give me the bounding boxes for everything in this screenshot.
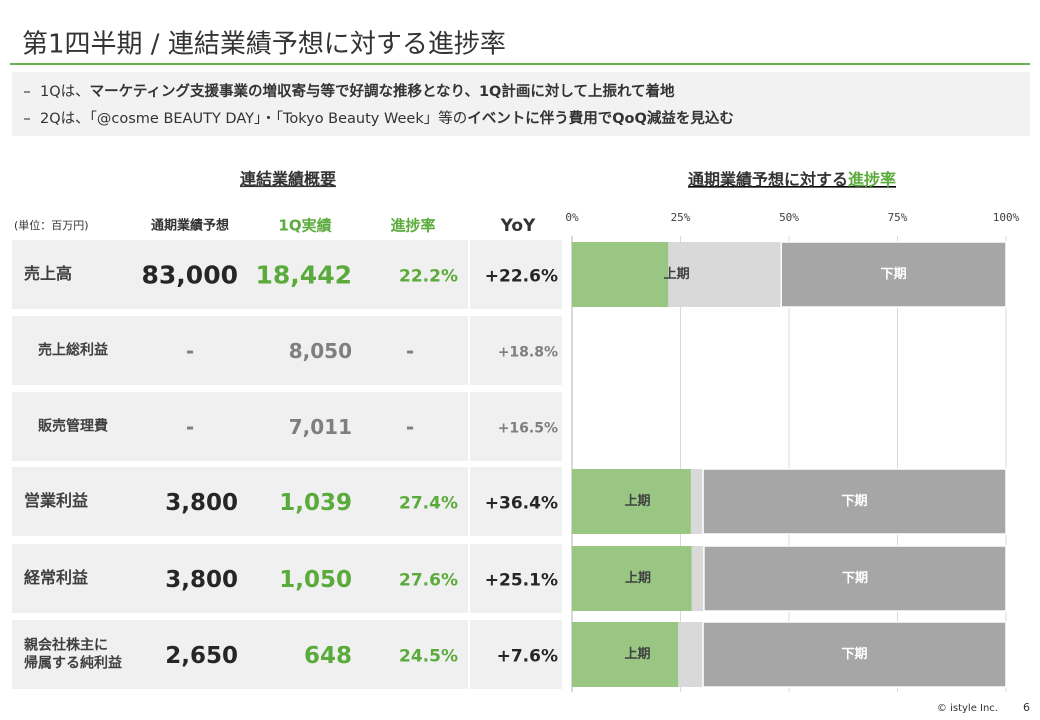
segment-label: 上期 bbox=[625, 647, 651, 662]
chart-title-part: 進捗率 bbox=[848, 170, 896, 189]
row-background bbox=[12, 544, 562, 613]
cell-value: 18,442 bbox=[256, 261, 352, 290]
bar-segment bbox=[572, 469, 691, 534]
row-label: 販売管理費 bbox=[38, 418, 108, 435]
chart-title: 通期業績予想に対する進捗率 bbox=[688, 170, 896, 189]
cell-value: - bbox=[186, 339, 194, 363]
segment-label: 上期 bbox=[625, 494, 651, 509]
cell-value: 22.2% bbox=[399, 267, 458, 287]
x-tick-label: 0% bbox=[565, 211, 579, 224]
row-label: 売上総利益 bbox=[38, 342, 108, 359]
cell-value: 3,800 bbox=[165, 567, 238, 593]
bar-segment bbox=[702, 621, 1007, 688]
cell-value: +25.1% bbox=[485, 571, 558, 591]
x-tick-label: 25% bbox=[671, 211, 691, 224]
cell-value: +7.6% bbox=[497, 647, 558, 667]
bar-segment bbox=[572, 622, 679, 687]
bullet-part: イベントに伴う費用でQoQ減益を見込む bbox=[467, 109, 734, 127]
bullet-part: マーケティング支援事業の増収寄与等で好調な推移となり、1Q計画に対して上振れて着… bbox=[90, 82, 675, 100]
x-tick-label: 50% bbox=[779, 211, 799, 224]
cell-value: 27.4% bbox=[399, 494, 458, 514]
copyright: © istyle Inc. bbox=[937, 703, 998, 714]
page-number: 6 bbox=[1023, 701, 1030, 714]
row-label-line: 親会社株主に bbox=[24, 637, 108, 654]
bar-segment bbox=[691, 546, 704, 611]
x-tick-label: 100% bbox=[993, 211, 1020, 224]
cell-value: 8,050 bbox=[289, 339, 352, 363]
bar-segment bbox=[678, 622, 704, 687]
cell-value: 24.5% bbox=[399, 647, 458, 667]
segment-label: 下期 bbox=[881, 267, 907, 282]
row-background bbox=[12, 240, 562, 309]
row-label: 親会社株主に帰属する純利益 bbox=[24, 637, 122, 672]
bar-segment bbox=[780, 241, 1007, 308]
row-label-line: 帰属する純利益 bbox=[24, 655, 122, 672]
cell-value: +18.8% bbox=[498, 345, 558, 361]
bar-segment bbox=[702, 468, 1007, 535]
cell-value: 2,650 bbox=[165, 643, 238, 669]
column-header: 通期業績予想 bbox=[151, 218, 229, 234]
bar-segment bbox=[703, 545, 1007, 612]
bar-segment bbox=[572, 546, 692, 611]
row-background bbox=[12, 392, 562, 461]
bar-segment bbox=[668, 242, 782, 307]
cell-value: - bbox=[406, 415, 414, 439]
cell-value: 7,011 bbox=[289, 415, 352, 439]
cell-value: 1,050 bbox=[279, 567, 352, 593]
cell-value: 3,800 bbox=[165, 490, 238, 516]
bullet-part: 2Qは、「@cosme BEAUTY DAY」・「Tokyo Beauty We… bbox=[40, 109, 467, 127]
cell-value: 83,000 bbox=[142, 261, 238, 290]
slide-title: 第1四半期 / 連結業績予想に対する進捗率 bbox=[22, 30, 506, 60]
summary-box bbox=[12, 72, 1030, 136]
row-background bbox=[12, 620, 562, 689]
cell-value: +22.6% bbox=[485, 267, 558, 287]
cell-value: 27.6% bbox=[399, 571, 458, 591]
cell-value: +16.5% bbox=[498, 421, 558, 437]
cell-value: 1,039 bbox=[279, 490, 352, 516]
row-label: 売上高 bbox=[24, 264, 72, 283]
bar-segment bbox=[572, 242, 669, 307]
segment-label: 上期 bbox=[625, 571, 651, 586]
cell-value: - bbox=[186, 415, 194, 439]
column-header: 1Q実績 bbox=[278, 217, 331, 235]
cell-value: +36.4% bbox=[485, 494, 558, 514]
column-header: 進捗率 bbox=[390, 217, 435, 235]
column-header: (単位：百万円) bbox=[14, 218, 89, 232]
bullet: 1Qは、マーケティング支援事業の増収寄与等で好調な推移となり、1Q計画に対して上… bbox=[40, 82, 675, 100]
segment-label: 下期 bbox=[842, 647, 868, 662]
segment-label: 上期 bbox=[664, 267, 690, 282]
bar-segment bbox=[690, 469, 704, 534]
segment-label: 下期 bbox=[842, 494, 868, 509]
column-header: YoY bbox=[500, 216, 536, 236]
segment-label: 下期 bbox=[842, 571, 868, 586]
chart-title-part: 通期業績予想に対する bbox=[688, 170, 848, 189]
row-background bbox=[12, 316, 562, 385]
row-background bbox=[12, 467, 562, 536]
table-title: 連結業績概要 bbox=[240, 170, 336, 189]
x-tick-label: 75% bbox=[888, 211, 908, 224]
row-label: 経常利益 bbox=[24, 568, 88, 587]
bullet-part: 1Qは、 bbox=[40, 84, 90, 100]
row-label: 営業利益 bbox=[24, 491, 88, 510]
bullet: 2Qは、「@cosme BEAUTY DAY」・「Tokyo Beauty We… bbox=[40, 109, 734, 127]
cell-value: - bbox=[406, 339, 414, 363]
cell-value: 648 bbox=[304, 643, 352, 669]
